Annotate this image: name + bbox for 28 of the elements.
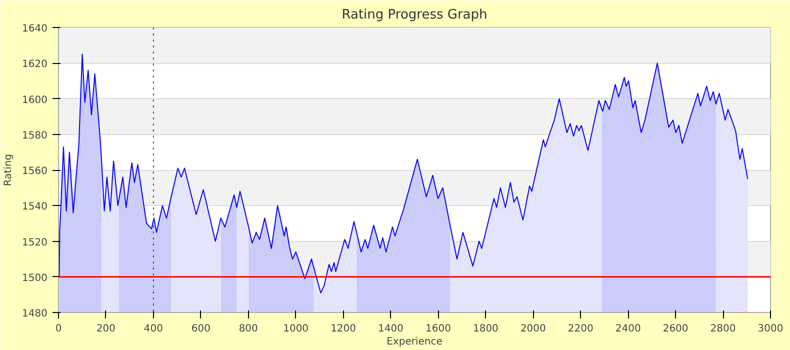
y-tick-label: 1580 [22, 130, 48, 142]
x-tick-label: 2800 [710, 324, 736, 334]
x-tick-label: 1600 [426, 324, 451, 334]
x-tick-label: 200 [96, 324, 116, 334]
x-tick-label: 2200 [568, 324, 594, 334]
chart-title: Rating Progress Graph [342, 8, 488, 22]
x-tick-label: 2600 [662, 324, 688, 334]
x-tick-label: 600 [191, 324, 210, 334]
y-tick-label: 1600 [22, 94, 48, 106]
x-tick-label: 800 [238, 324, 258, 334]
x-tick-label: 400 [144, 324, 163, 334]
y-tick-label: 1520 [22, 237, 48, 248]
y-tick-label: 1560 [22, 166, 48, 177]
x-tick-label: 1200 [330, 324, 356, 334]
x-tick-label: 1800 [472, 324, 498, 334]
x-tick-label: 1400 [378, 324, 404, 334]
x-axis-title: Experience [386, 336, 442, 348]
y-tick-label: 1480 [22, 308, 48, 320]
x-tick-label: 2400 [615, 324, 641, 334]
x-tick-label: 2000 [520, 324, 546, 334]
x-tick-label: 3000 [758, 324, 784, 334]
x-tick-label: 0 [55, 324, 62, 334]
y-tick-label: 1500 [22, 272, 48, 284]
y-tick-label: 1620 [22, 59, 48, 70]
x-tick-label: 1000 [283, 324, 309, 334]
y-axis-title: Rating [3, 154, 14, 186]
y-tick-label: 1540 [22, 202, 48, 213]
y-tick-label: 1640 [22, 24, 48, 34]
